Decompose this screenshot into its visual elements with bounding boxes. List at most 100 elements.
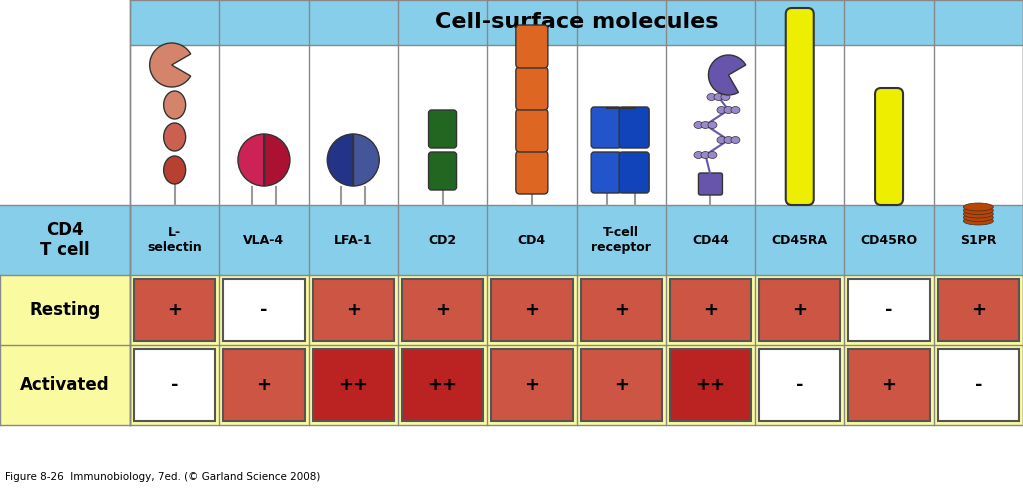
Wedge shape	[149, 43, 190, 87]
Ellipse shape	[164, 123, 185, 151]
Bar	[670, 349, 751, 421]
Bar	[491, 349, 573, 421]
Text: CD45RO: CD45RO	[860, 234, 918, 246]
Text: +: +	[614, 301, 629, 319]
Wedge shape	[709, 55, 746, 95]
Ellipse shape	[724, 106, 732, 114]
Ellipse shape	[701, 122, 710, 128]
Bar	[402, 279, 483, 341]
Ellipse shape	[731, 136, 740, 143]
Bar	[580, 279, 662, 341]
Text: +: +	[167, 301, 182, 319]
FancyBboxPatch shape	[619, 107, 650, 148]
Ellipse shape	[164, 156, 185, 184]
FancyBboxPatch shape	[591, 152, 621, 193]
FancyBboxPatch shape	[516, 25, 548, 68]
Bar	[580, 349, 662, 421]
Text: -: -	[975, 376, 982, 394]
Ellipse shape	[707, 94, 716, 100]
Bar	[223, 279, 305, 341]
Bar	[223, 349, 305, 421]
FancyBboxPatch shape	[699, 173, 722, 195]
FancyBboxPatch shape	[875, 88, 903, 205]
Ellipse shape	[731, 106, 740, 114]
Ellipse shape	[964, 203, 993, 211]
Text: -: -	[260, 301, 268, 319]
Text: -: -	[885, 301, 893, 319]
Text: T-cell
receptor: T-cell receptor	[591, 226, 651, 254]
Bar	[313, 349, 394, 421]
Wedge shape	[264, 134, 290, 186]
Bar	[0, 275, 1023, 345]
Text: LFA-1: LFA-1	[333, 234, 372, 246]
Ellipse shape	[701, 152, 710, 158]
FancyBboxPatch shape	[786, 8, 813, 205]
Bar	[938, 279, 1019, 341]
Bar	[848, 279, 930, 341]
Bar	[130, 205, 1023, 223]
Bar	[130, 45, 1023, 205]
Wedge shape	[238, 134, 264, 186]
Text: Resting: Resting	[30, 301, 100, 319]
Text: +: +	[435, 301, 450, 319]
Wedge shape	[353, 134, 380, 186]
Text: CD4: CD4	[518, 234, 546, 246]
FancyBboxPatch shape	[516, 151, 548, 194]
Text: Cell-surface molecules: Cell-surface molecules	[435, 12, 718, 32]
Text: -: -	[171, 376, 178, 394]
Bar	[938, 349, 1019, 421]
Bar	[0, 205, 1023, 275]
Text: Figure 8-26  Immunobiology, 7ed. (© Garland Science 2008): Figure 8-26 Immunobiology, 7ed. (© Garla…	[5, 472, 320, 482]
Ellipse shape	[964, 214, 993, 222]
Text: +: +	[792, 301, 807, 319]
FancyBboxPatch shape	[429, 152, 456, 190]
Text: ++: ++	[339, 376, 368, 394]
FancyBboxPatch shape	[619, 152, 650, 193]
Bar	[130, 0, 1023, 45]
Ellipse shape	[164, 91, 185, 119]
Bar	[313, 279, 394, 341]
Bar	[670, 279, 751, 341]
FancyBboxPatch shape	[516, 67, 548, 110]
FancyBboxPatch shape	[591, 107, 621, 148]
Bar	[848, 349, 930, 421]
Ellipse shape	[724, 136, 732, 143]
Text: +: +	[703, 301, 718, 319]
Text: CD4
T cell: CD4 T cell	[40, 220, 90, 260]
Text: +: +	[614, 376, 629, 394]
Ellipse shape	[964, 206, 993, 214]
Text: CD2: CD2	[429, 234, 456, 246]
Bar	[491, 279, 573, 341]
Bar	[759, 279, 841, 341]
Text: +: +	[525, 376, 539, 394]
Ellipse shape	[721, 94, 730, 100]
Ellipse shape	[717, 106, 726, 114]
Text: L-
selectin: L- selectin	[147, 226, 202, 254]
Ellipse shape	[717, 136, 726, 143]
Bar	[402, 349, 483, 421]
Bar	[0, 345, 1023, 425]
Ellipse shape	[964, 210, 993, 218]
Text: VLA-4: VLA-4	[243, 234, 284, 246]
Text: +: +	[257, 376, 271, 394]
Text: CD44: CD44	[692, 234, 728, 246]
Text: +: +	[882, 376, 896, 394]
FancyBboxPatch shape	[429, 110, 456, 148]
Bar	[134, 349, 215, 421]
Text: ++: ++	[696, 376, 725, 394]
Text: S1PR: S1PR	[961, 234, 996, 246]
Text: +: +	[525, 301, 539, 319]
Ellipse shape	[964, 217, 993, 225]
Ellipse shape	[694, 122, 703, 128]
Ellipse shape	[714, 94, 723, 100]
Text: ++: ++	[428, 376, 457, 394]
Ellipse shape	[694, 152, 703, 158]
Text: -: -	[796, 376, 803, 394]
Bar	[759, 349, 841, 421]
Ellipse shape	[708, 152, 717, 158]
FancyBboxPatch shape	[516, 109, 548, 152]
Text: CD45RA: CD45RA	[771, 234, 828, 246]
Wedge shape	[327, 134, 353, 186]
Ellipse shape	[708, 122, 717, 128]
Text: +: +	[971, 301, 986, 319]
